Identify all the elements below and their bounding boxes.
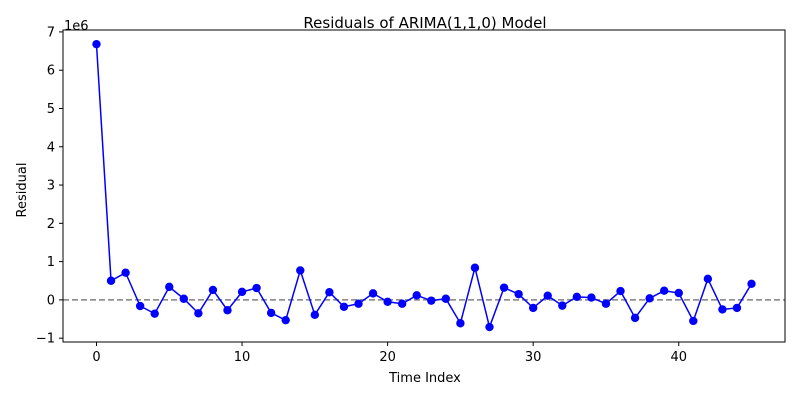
y-tick-label: 7 xyxy=(47,25,55,40)
data-point xyxy=(92,39,101,49)
data-point xyxy=(397,299,407,308)
data-point xyxy=(383,297,392,307)
chart-title: Residuals of ARIMA(1,1,0) Model xyxy=(303,14,546,32)
data-point xyxy=(587,293,596,302)
x-tick-label: 30 xyxy=(525,350,542,365)
data-point xyxy=(528,303,538,313)
axes: 0 10 20 30 40 −1 0 1 2 3 4 5 6 7 xyxy=(36,25,786,365)
data-point xyxy=(310,310,320,320)
y-tick-label: −1 xyxy=(36,332,55,347)
x-tick-label: 40 xyxy=(670,350,687,365)
data-point xyxy=(645,294,654,303)
data-point xyxy=(412,291,421,300)
data-point xyxy=(165,282,174,292)
y-tick-label: 1 xyxy=(47,255,55,270)
axes-frame xyxy=(62,29,786,343)
y-tick-label: 4 xyxy=(47,140,55,155)
data-point xyxy=(514,289,523,299)
data-point xyxy=(194,309,203,318)
data-point xyxy=(266,308,276,318)
x-tick-label: 20 xyxy=(379,350,396,365)
data-point xyxy=(208,285,218,295)
y-tick-label: 3 xyxy=(47,179,55,194)
data-point xyxy=(456,319,465,328)
data-point xyxy=(339,302,349,311)
data-point xyxy=(368,289,378,298)
residual-series-line xyxy=(95,44,753,330)
data-point xyxy=(223,306,232,315)
data-point xyxy=(427,296,436,305)
x-axis-label: Time Index xyxy=(388,371,461,386)
data-point xyxy=(470,263,480,272)
data-point xyxy=(601,299,611,308)
y-axis-offset-text: 1e6 xyxy=(64,19,89,34)
data-point xyxy=(732,303,742,313)
plot-area xyxy=(63,39,785,332)
data-point xyxy=(121,268,130,277)
data-point xyxy=(659,286,669,295)
data-point xyxy=(499,283,509,292)
data-point xyxy=(354,299,363,308)
y-axis-label: Residual xyxy=(15,163,30,218)
y-tick-label: 5 xyxy=(47,102,55,117)
data-point xyxy=(689,316,698,326)
data-point xyxy=(325,288,334,297)
data-point xyxy=(616,286,625,296)
data-point xyxy=(281,315,290,325)
data-point xyxy=(106,276,116,285)
data-point xyxy=(543,291,552,300)
data-point xyxy=(747,279,756,289)
data-point xyxy=(558,301,567,310)
data-point xyxy=(441,294,451,303)
data-point xyxy=(572,292,582,302)
data-point xyxy=(703,274,713,284)
data-point xyxy=(485,322,494,332)
x-tick-label: 0 xyxy=(92,350,100,365)
data-point xyxy=(718,305,727,314)
data-point xyxy=(674,288,683,298)
data-point xyxy=(150,309,159,318)
y-tick-label: 2 xyxy=(47,217,55,232)
data-point xyxy=(296,266,305,275)
y-tick-label: 0 xyxy=(47,293,55,308)
data-point xyxy=(252,283,261,293)
data-point xyxy=(179,294,189,303)
x-tick-label: 10 xyxy=(234,350,251,365)
data-point xyxy=(630,313,640,323)
data-point xyxy=(135,301,145,311)
data-point xyxy=(237,287,247,297)
y-tick-label: 6 xyxy=(47,64,55,79)
